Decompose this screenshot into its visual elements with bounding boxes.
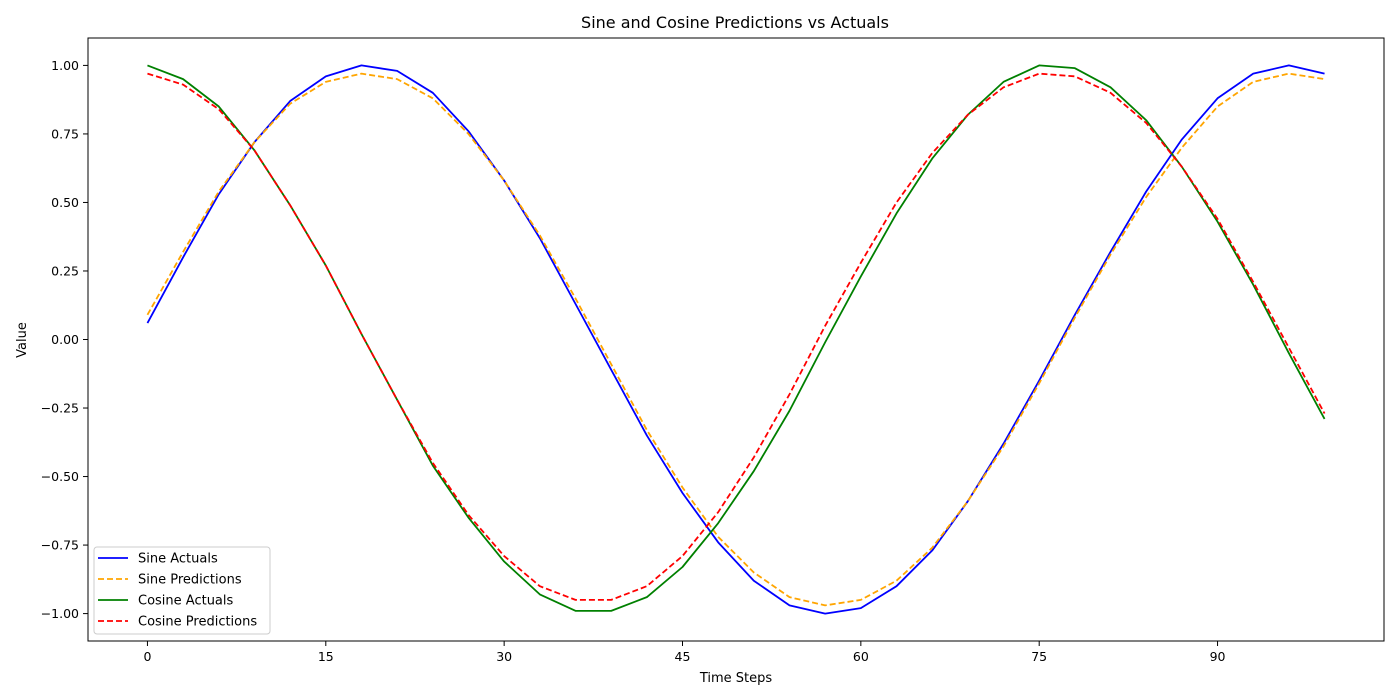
y-tick-label: −0.75 — [41, 538, 79, 553]
legend-label-2: Cosine Actuals — [138, 594, 234, 609]
series-line-3 — [147, 72, 1326, 601]
y-tick-label: 0.00 — [51, 332, 79, 347]
series-line-1 — [146, 72, 1325, 607]
legend: Sine Actuals Sine Predictions Cosine Actua… — [93, 546, 271, 635]
y-tick-label: 0.50 — [51, 195, 79, 210]
series-line-2 — [147, 64, 1326, 612]
chart-title: Sine and Cosine Predictions vs Actuals — [581, 13, 889, 32]
y-tick-label: −0.25 — [41, 401, 79, 416]
y-tick-label: 0.25 — [51, 263, 79, 278]
x-tick-label: 15 — [318, 649, 334, 664]
y-axis-label: Value — [15, 322, 30, 358]
x-axis: 0 15 30 45 60 75 90 — [143, 641, 1226, 664]
x-tick-label: 45 — [675, 649, 691, 664]
legend-label-1: Sine Predictions — [138, 573, 242, 588]
x-axis-label: Time Steps — [699, 671, 773, 686]
x-tick-label: 30 — [496, 649, 512, 664]
y-axis: −1.00 −0.75 −0.50 −0.25 0.00 0.25 0.50 0.75 1.00 — [41, 58, 88, 621]
y-tick-label: 0.75 — [51, 126, 79, 141]
x-tick-label: 75 — [1031, 649, 1047, 664]
legend-label-0: Sine Actuals — [138, 552, 218, 567]
series-lines — [146, 64, 1326, 615]
series-line-0 — [146, 64, 1325, 615]
plot-frame — [87, 37, 1385, 642]
y-tick-label: 1.00 — [51, 58, 79, 73]
legend-label-3: Cosine Predictions — [138, 615, 257, 630]
legend-box — [93, 546, 271, 635]
x-tick-label: 60 — [853, 649, 869, 664]
x-tick-label: 90 — [1210, 649, 1226, 664]
y-tick-label: −0.50 — [41, 469, 79, 484]
y-tick-label: −1.00 — [41, 606, 79, 621]
x-tick-label: 0 — [143, 649, 151, 664]
